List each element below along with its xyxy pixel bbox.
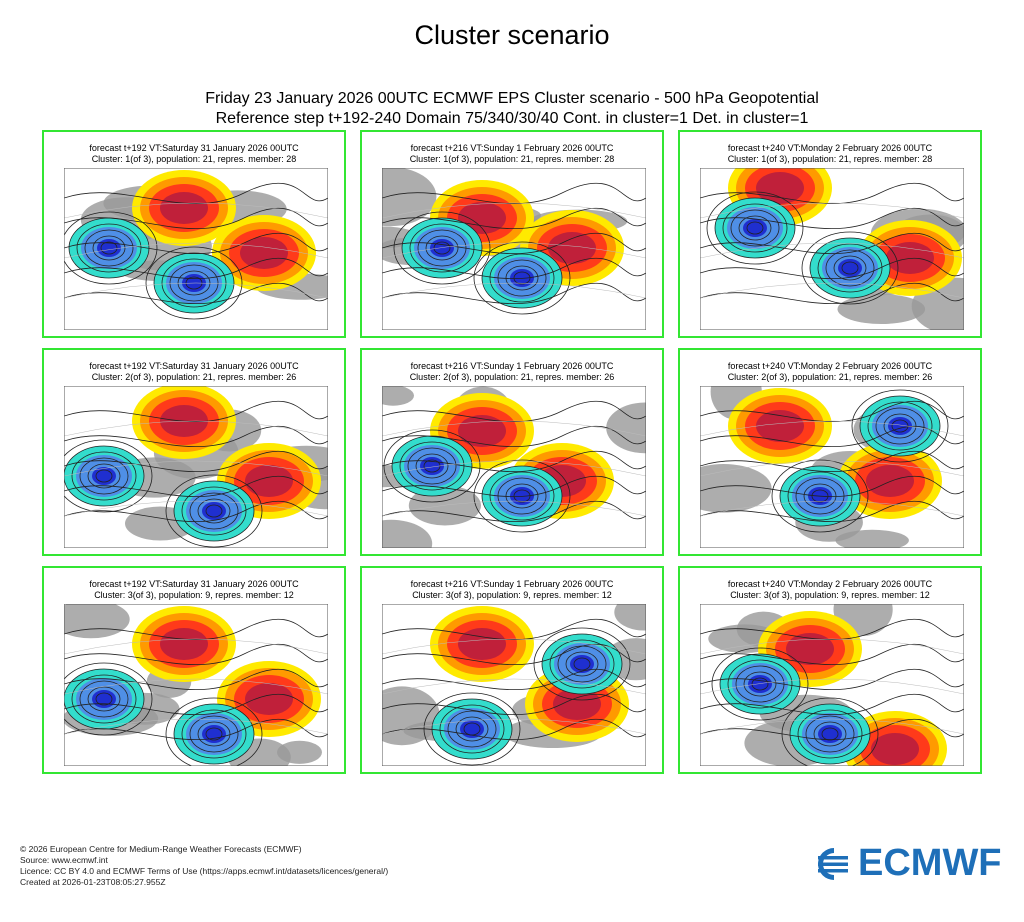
panel-header-cluster: Cluster: 1(of 3), population: 21, repres…	[727, 154, 933, 164]
panel-header-cluster: Cluster: 2(of 3), population: 21, repres…	[409, 372, 615, 382]
panel-header-forecast: forecast t+240 VT:Monday 2 February 2026…	[727, 361, 933, 371]
panel-header-cluster: Cluster: 1(of 3), population: 21, repres…	[91, 154, 297, 164]
geopotential-map	[382, 168, 646, 330]
footer: © 2026 European Centre for Medium-Range …	[20, 844, 388, 888]
cluster-panel: forecast t+216 VT:Sunday 1 February 2026…	[360, 348, 664, 556]
footer-copyright: © 2026 European Centre for Medium-Range …	[20, 844, 302, 854]
panel-grid: forecast t+192 VT:Saturday 31 January 20…	[42, 130, 982, 776]
geopotential-map	[64, 386, 328, 548]
cluster-panel: forecast t+240 VT:Monday 2 February 2026…	[678, 130, 982, 338]
panel-header-forecast: forecast t+192 VT:Saturday 31 January 20…	[89, 361, 299, 371]
geopotential-map	[64, 604, 328, 766]
geopotential-map	[700, 168, 964, 330]
subtitle-line-1: Friday 23 January 2026 00UTC ECMWF EPS C…	[205, 90, 819, 107]
footer-source: Source: www.ecmwf.int	[20, 855, 108, 865]
panel-header-cluster: Cluster: 3(of 3), population: 9, repres.…	[730, 590, 930, 600]
geopotential-map	[64, 168, 328, 330]
footer-created: Created at 2026-01-23T08:05:27.955Z	[20, 877, 166, 887]
cluster-panel: forecast t+240 VT:Monday 2 February 2026…	[678, 348, 982, 556]
geopotential-map	[700, 604, 964, 766]
cluster-panel: forecast t+192 VT:Saturday 31 January 20…	[42, 130, 346, 338]
cluster-panel: forecast t+216 VT:Sunday 1 February 2026…	[360, 566, 664, 774]
panel-header-forecast: forecast t+216 VT:Sunday 1 February 2026…	[410, 579, 614, 589]
subtitle-line-2: Reference step t+192-240 Domain 75/340/3…	[215, 110, 809, 127]
panel-header-cluster: Cluster: 2(of 3), population: 21, repres…	[91, 372, 297, 382]
cluster-panel: forecast t+216 VT:Sunday 1 February 2026…	[360, 130, 664, 338]
panel-header-forecast: forecast t+192 VT:Saturday 31 January 20…	[89, 579, 299, 589]
page-title: Cluster scenario	[414, 20, 610, 50]
cluster-panel: forecast t+192 VT:Saturday 31 January 20…	[42, 348, 346, 556]
panel-header-forecast: forecast t+240 VT:Monday 2 February 2026…	[727, 143, 933, 153]
panel-header-forecast: forecast t+216 VT:Sunday 1 February 2026…	[410, 361, 614, 371]
panel-header-cluster: Cluster: 3(of 3), population: 9, repres.…	[412, 590, 612, 600]
cluster-panel: forecast t+240 VT:Monday 2 February 2026…	[678, 566, 982, 774]
panel-header-forecast: forecast t+192 VT:Saturday 31 January 20…	[89, 143, 299, 153]
cluster-panel: forecast t+192 VT:Saturday 31 January 20…	[42, 566, 346, 774]
panel-header-forecast: forecast t+216 VT:Sunday 1 February 2026…	[410, 143, 614, 153]
panel-header-cluster: Cluster: 3(of 3), population: 9, repres.…	[94, 590, 294, 600]
ecmwf-logo-icon	[818, 848, 848, 880]
geopotential-map	[382, 604, 646, 766]
panel-header-cluster: Cluster: 1(of 3), population: 21, repres…	[409, 154, 615, 164]
panel-header-forecast: forecast t+240 VT:Monday 2 February 2026…	[727, 579, 933, 589]
panel-header-cluster: Cluster: 2(of 3), population: 21, repres…	[727, 372, 933, 382]
geopotential-map	[382, 386, 646, 548]
footer-licence: Licence: CC BY 4.0 and ECMWF Terms of Us…	[20, 866, 389, 876]
geopotential-map	[700, 386, 964, 548]
ecmwf-logo-text: ECMWF	[858, 842, 1002, 884]
